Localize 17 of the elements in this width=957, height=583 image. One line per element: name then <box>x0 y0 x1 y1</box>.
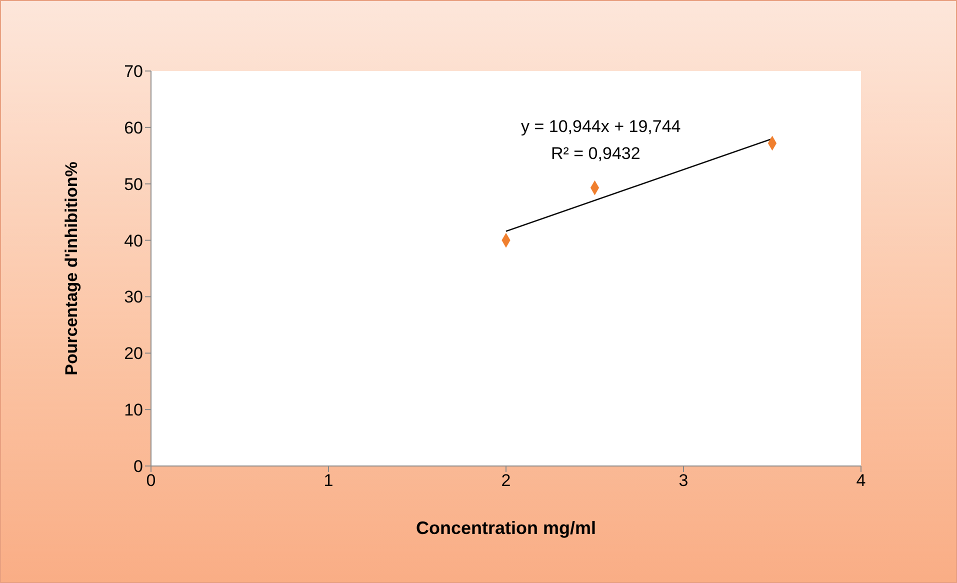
y-tick-label: 40 <box>124 231 143 250</box>
y-tick-label: 20 <box>124 344 143 364</box>
y-tick-label: 10 <box>124 400 143 420</box>
y-tick-label: 30 <box>124 288 143 307</box>
x-tick-label: 1 <box>324 471 334 490</box>
annotation: y = 10,944x + 19,744 <box>521 117 681 137</box>
y-tick-label: 60 <box>124 118 143 138</box>
x-tick-label: 3 <box>678 471 688 490</box>
y-tick-label: 70 <box>124 62 143 82</box>
x-tick-label: 4 <box>856 471 866 490</box>
x-tick-label: 0 <box>146 471 156 490</box>
annotation: R² = 0,9432 <box>551 144 640 164</box>
x-tick-label: 2 <box>501 471 511 490</box>
x-axis-title: Concentration mg/ml <box>416 518 596 538</box>
y-axis-title: Pourcentage d'inhibition% <box>62 162 82 376</box>
y-tick-label: 50 <box>124 174 143 194</box>
y-tick-label: 0 <box>134 457 143 476</box>
